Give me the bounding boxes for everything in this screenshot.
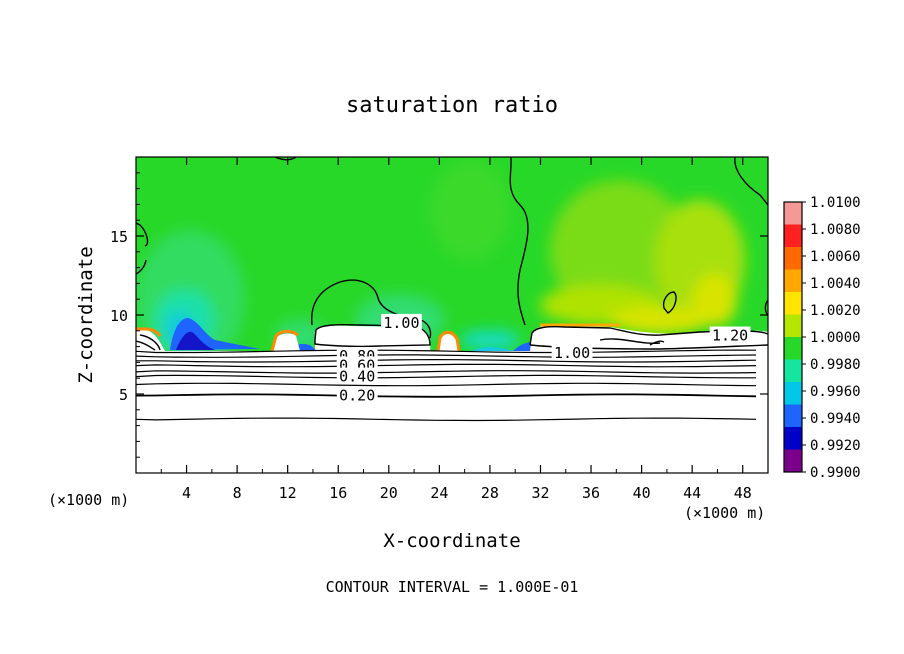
- y-tick-label: 15: [110, 228, 128, 246]
- colorbar-swatch: [784, 427, 802, 450]
- x-tick-label: 8: [233, 484, 242, 502]
- colorbar-label: 0.9960: [810, 384, 861, 400]
- x-unit-label: (×1000 m): [684, 504, 765, 522]
- cloud-white-5: [438, 334, 458, 351]
- contour-label-background: [336, 386, 378, 403]
- contour-level-line: [135, 363, 757, 368]
- colorbar-swatch: [784, 449, 802, 473]
- supersaturated-rim-2: [436, 330, 461, 352]
- colorbar-swatch: [784, 292, 802, 315]
- contour-level-line: [135, 382, 757, 387]
- x-tick-label: 20: [380, 484, 398, 502]
- mid-patch-2: [470, 347, 520, 352]
- colorbar-swatch: [784, 247, 802, 270]
- colorbar-label: 0.9900: [810, 465, 861, 481]
- x-tick-label: 24: [430, 484, 448, 502]
- colorbar-label: 0.9940: [810, 411, 861, 427]
- x-tick-label: 28: [481, 484, 499, 502]
- z-unit-label: (×1000 m): [48, 491, 129, 509]
- supersaturated-rim-1: [270, 329, 299, 352]
- colorbar-swatch: [784, 404, 802, 428]
- colorbar-label: 1.0080: [810, 222, 861, 238]
- colorbar-swatch: [784, 269, 802, 293]
- contour-level-line: [135, 393, 757, 398]
- colorbar-label: 0.9920: [810, 438, 861, 454]
- contour-label-background: [709, 326, 751, 343]
- subsaturated-region: [136, 351, 768, 473]
- horizontal-contour-lines: [135, 349, 757, 422]
- contour-label-background: [336, 367, 378, 384]
- colorbar-swatch: [784, 382, 802, 405]
- low-ratio-core: [176, 331, 215, 350]
- y-tick-label: 10: [110, 307, 128, 325]
- colorbar-swatch: [784, 359, 802, 383]
- colorbar-label: 0.9980: [810, 357, 861, 373]
- contour-level-line: [135, 370, 757, 374]
- contour-label: 1.00: [554, 344, 590, 362]
- contour-level-line: [136, 358, 757, 363]
- x-tick-label: 48: [734, 484, 752, 502]
- x-tick-label: 36: [582, 484, 600, 502]
- plot-area: [136, 157, 768, 473]
- y-axis-label: Z-coordinate: [75, 246, 97, 383]
- x-tick-label: 40: [633, 484, 651, 502]
- cloud-white-1: [315, 325, 431, 351]
- y-tick-label: 5: [119, 386, 128, 404]
- colorbar-label: 1.0060: [810, 249, 861, 265]
- x-tick-label: 4: [182, 484, 191, 502]
- colorbar-label: 1.0100: [810, 195, 861, 211]
- colorbar-label: 1.0040: [810, 276, 861, 292]
- x-tick-label: 16: [329, 484, 347, 502]
- contour-label-background: [381, 313, 422, 330]
- cloud-white-3: [272, 333, 300, 351]
- colorbar-swatch: [784, 314, 802, 338]
- contour-label: 1.20: [712, 327, 748, 345]
- x-axis-label: X-coordinate: [383, 530, 520, 552]
- colorbar-swatch: [784, 202, 802, 225]
- colorbar-swatch: [784, 337, 802, 360]
- y-axis: 5 10 15: [110, 172, 768, 458]
- contour-level-line: [135, 374, 756, 379]
- colorbar-label: 1.0020: [810, 303, 861, 319]
- x-axis: 4 8 12 16 20 24 28 32 36 40 44 48: [160, 157, 752, 502]
- supersaturated-rim-3: [136, 327, 162, 337]
- contour-label-background: [551, 343, 593, 360]
- x-tick-label: 44: [683, 484, 701, 502]
- chart-title: saturation ratio: [346, 93, 558, 118]
- contour-label: 0.20: [339, 387, 375, 405]
- contour-level-line: [135, 354, 757, 358]
- contour-level-line: [135, 417, 757, 422]
- colorbar-label: 1.0000: [810, 330, 861, 346]
- contour-lines: [136, 157, 768, 351]
- x-tick-label: 32: [531, 484, 549, 502]
- contour-level-line: [135, 349, 757, 354]
- contour-label: 1.00: [383, 314, 419, 332]
- contour-interval-text: CONTOUR INTERVAL = 1.000E-01: [326, 578, 579, 596]
- colorbar-swatch: [784, 224, 802, 248]
- colorbar: 1.0100 1.0080 1.0060 1.0040 1.0020 1.0000 0.99…: [783, 195, 861, 481]
- contour-labels: 1.001.001.200.800.600.400.20: [336, 313, 751, 405]
- color-field: [136, 160, 745, 370]
- x-tick-label: 12: [279, 484, 297, 502]
- contour-label: 0.40: [339, 368, 375, 386]
